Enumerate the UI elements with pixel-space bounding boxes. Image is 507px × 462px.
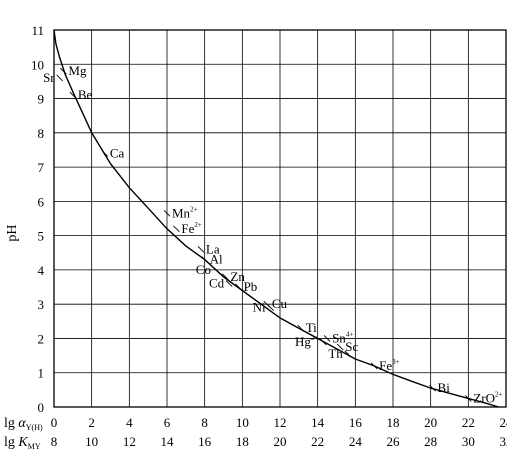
curve-marker [323,335,331,342]
ion-label: Ni [253,300,266,315]
x-tick-label: 20 [424,415,437,430]
curve-marker [222,273,229,281]
curve-marker [297,324,305,332]
ion-label: Be [78,87,93,102]
ion-label: Cu [272,296,288,311]
x-tick-label: 0 [51,415,58,430]
curve-marker [163,210,171,217]
curve-marker [212,266,220,274]
curve-marker [201,256,208,263]
x-tick-label: 10 [236,415,249,430]
ion-label: Bi [438,380,451,395]
ion-label: Mg [68,63,87,78]
x-tick-label: 24 [349,434,363,449]
x-tick-label: 14 [311,415,325,430]
ion-label: Fe2+ [181,221,202,236]
curve-marker [465,395,472,402]
y-tick-label: 6 [38,194,45,209]
ringbom-curve [53,29,499,408]
ion-label: Co [196,262,211,277]
curve-marker [225,280,233,287]
x-tick-label: 8 [201,415,208,430]
x-tick-label: 2 [88,415,95,430]
curve-marker [56,74,63,82]
ion-label: Ti [306,320,317,335]
curve-marker [429,384,436,392]
ion-label: Cd [209,276,225,291]
x-axis-title: lg αY(H) [4,416,43,432]
ion-label: La [206,241,220,256]
y-tick-label: 4 [38,263,45,278]
x-tick-label: 12 [123,434,136,449]
plot-frame [53,29,507,408]
ion-label: Hg2+ [295,334,318,349]
ion-label: Zn [230,269,245,284]
curve-marker [235,283,242,291]
x-tick-label: 20 [274,434,287,449]
x-tick-label: 22 [311,434,324,449]
x-tick-label: 28 [424,434,437,449]
y-tick-label: 1 [38,366,45,381]
ion-label: ZrO2+ [473,390,502,405]
x-tick-label: 18 [387,415,400,430]
x-tick-label: 12 [274,415,287,430]
curve-marker [344,350,352,358]
y-tick-label: 11 [31,23,44,38]
x-tick-label: 32 [500,434,507,449]
curve-marker [197,246,205,253]
y-tick-label: 9 [38,92,45,107]
ion-label: Th [328,346,343,361]
ion-label: Ca [110,145,125,160]
x-tick-label: 22 [462,415,475,430]
curve-marker [336,343,344,351]
x-tick-label: 14 [161,434,175,449]
ion-label: Pb [244,279,258,294]
x-tick-label: 8 [51,434,58,449]
x-tick-label: 26 [387,434,401,449]
y-tick-label: 2 [38,331,45,346]
ion-label: Al [210,252,223,267]
curve-marker [267,304,274,311]
y-tick-label: 0 [38,400,45,415]
x-tick-label: 18 [236,434,249,449]
x-tick-label: 30 [462,434,475,449]
x-axis-titles: lg αY(H) lg KMY [4,416,43,451]
ion-label: Sr [43,70,55,85]
curve-marker [60,67,67,75]
x-tick-label: 4 [126,415,133,430]
y-tick-label: 3 [38,297,45,312]
curve-marker [319,338,327,346]
ion-label: Mn2+ [172,205,198,220]
x-tick-label: 6 [164,415,171,430]
x-axis-title: lg KMY [4,435,41,451]
y-tick-label: 10 [31,57,44,72]
curve-marker [173,225,180,233]
x-tick-label: 16 [198,434,212,449]
tick-labels: 0123456789101102468101214161820222481012… [31,23,507,449]
y-axis-title: pH [5,224,20,241]
x-tick-label: 24 [500,415,507,430]
y-tick-label: 7 [38,160,45,175]
x-tick-label: 16 [349,415,363,430]
y-tick-label: 8 [38,126,45,141]
ion-label: Fe3+ [379,358,400,373]
x-tick-label: 10 [85,434,98,449]
ion-label: Sc [345,339,358,354]
ion-label: Sn4+ [332,330,353,345]
curve-marker [370,362,378,370]
y-tick-label: 5 [38,229,45,244]
grid-lines [53,29,507,408]
curve-marker [101,150,109,157]
curve-marker [69,91,77,99]
